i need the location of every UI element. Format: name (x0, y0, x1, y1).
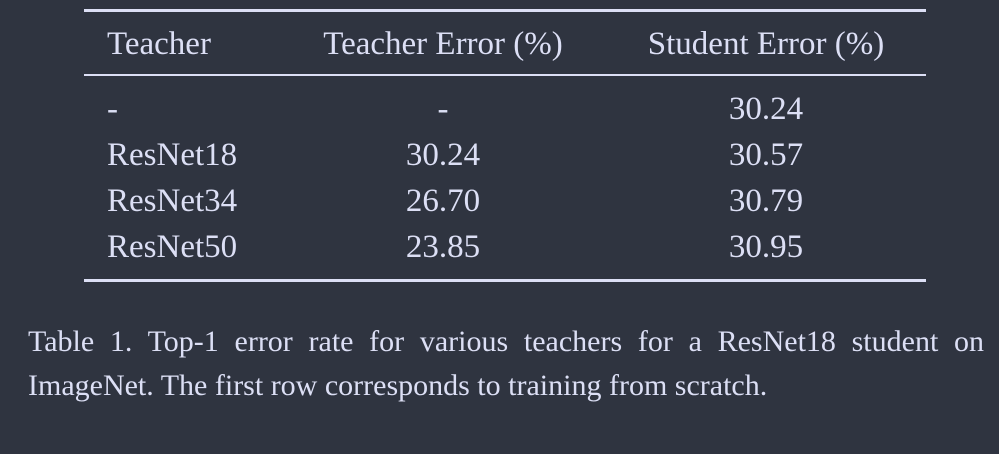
table-caption: Table 1. Top-1 error rate for various te… (28, 325, 984, 402)
cell-teacher: - (107, 91, 118, 127)
cell-student-error: 30.95 (728, 229, 804, 265)
header-teacher: Teacher (107, 26, 211, 62)
cell-teacher-error: 26.70 (405, 183, 481, 219)
cell-teacher-error: - (437, 91, 449, 127)
cell-teacher-error: 30.24 (405, 137, 481, 173)
cell-teacher: ResNet34 (107, 183, 238, 219)
cell-student-error: 30.24 (728, 91, 804, 127)
header-student-error: Student Error (%) (647, 26, 885, 62)
cell-teacher-error: 23.85 (405, 229, 481, 265)
table-header-rule (84, 74, 926, 76)
header-teacher-error: Teacher Error (%) (323, 26, 563, 62)
cell-teacher: ResNet18 (107, 137, 238, 173)
table-bottom-rule (84, 279, 926, 282)
cell-teacher: ResNet50 (107, 229, 238, 265)
cell-student-error: 30.79 (728, 183, 804, 219)
table-top-rule (84, 9, 926, 12)
cell-student-error: 30.57 (728, 137, 804, 173)
